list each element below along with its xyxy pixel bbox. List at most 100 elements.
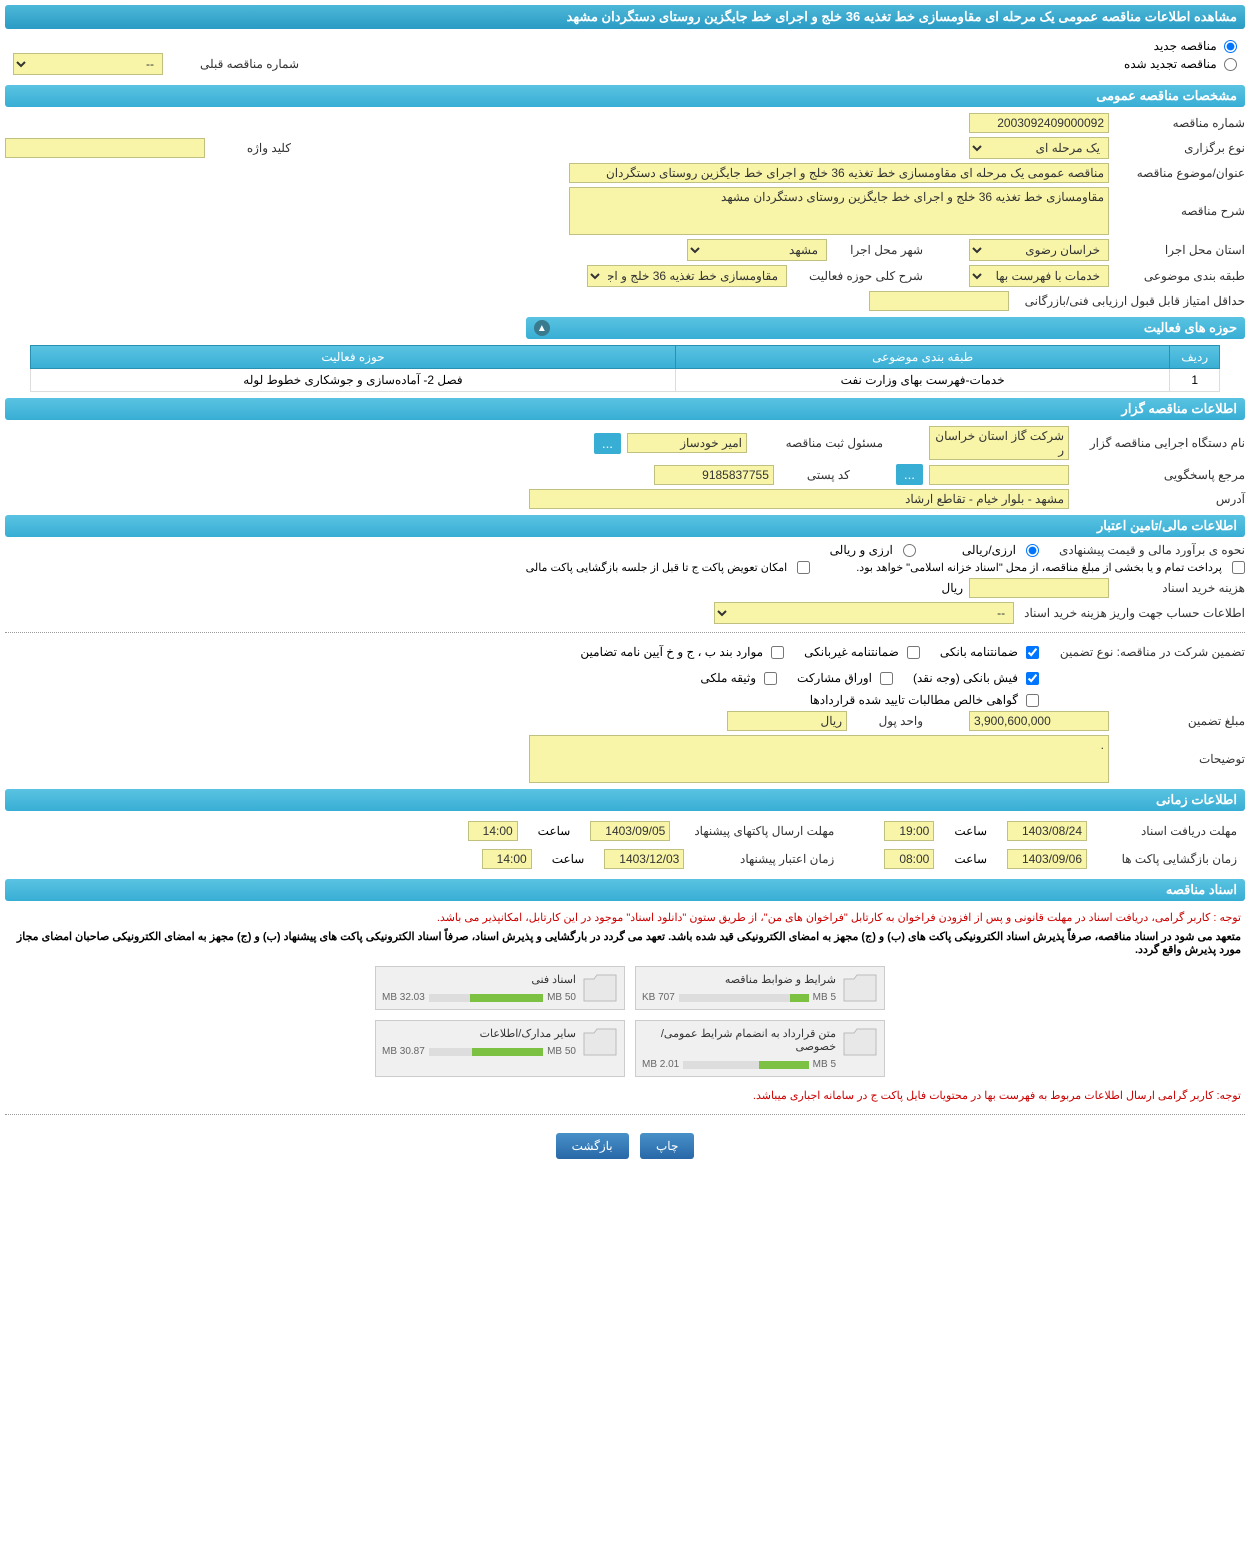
file-title: شرایط و ضوابط مناقصه [642, 973, 836, 986]
contact-field[interactable] [929, 465, 1069, 485]
rial-radio[interactable] [1026, 544, 1039, 557]
back-button[interactable]: بازگشت [556, 1133, 629, 1159]
address-field: مشهد - بلوار خیام - تقاطع ارشاد [529, 489, 1069, 509]
print-button[interactable]: چاپ [640, 1133, 694, 1159]
doc-cost-label: هزینه خرید اسناد [1115, 581, 1245, 595]
divider-bottom [5, 1114, 1245, 1115]
file-grid: شرایط و ضوابط مناقصه 5 MB707 KB اسناد فن… [365, 966, 885, 1077]
doc-cost-unit: ریال [941, 581, 963, 595]
both-label: ارزی و ریالی [830, 543, 893, 557]
net-claims-checkbox[interactable] [1026, 694, 1039, 707]
send-deadline-label: مهلت ارسال پاکتهای پیشنهاد [690, 824, 834, 838]
notice-1: توجه : کاربر گرامی، دریافت اسناد در مهلت… [5, 907, 1245, 928]
responsible-field: امیر خودساز [627, 433, 747, 453]
doc-cost-field[interactable] [969, 578, 1109, 598]
exchange-checkbox[interactable] [797, 561, 810, 574]
payment-note: پرداخت تمام و یا بخشی از مبلغ مناقصه، از… [856, 561, 1222, 574]
province-select[interactable]: خراسان رضوی [969, 239, 1109, 261]
file-box[interactable]: متن قرارداد به انضمام شرایط عمومی/خصوصی … [635, 1020, 885, 1077]
prev-number-label: شماره مناقصه قبلی [169, 57, 299, 71]
send-deadline-date: 1403/09/05 [590, 821, 670, 841]
guarantee-type-label: تضمین شرکت در مناقصه: نوع تضمین [1045, 645, 1245, 659]
notice-2: متعهد می شود در اسناد مناقصه، صرفاً پذیر… [5, 928, 1245, 958]
section-documents: اسناد مناقصه [5, 879, 1245, 901]
tender-number-label: شماره مناقصه [1115, 116, 1245, 130]
time-label-3: ساعت [954, 852, 987, 866]
doc-receive-label: مهلت دریافت اسناد [1107, 824, 1237, 838]
city-select[interactable]: مشهد [687, 239, 827, 261]
guarantee-checkboxes: ضمانتنامه بانکی ضمانتنامه غیربانکی موارد… [580, 641, 1039, 663]
folder-icon [842, 973, 878, 1003]
time-label-1: ساعت [954, 824, 987, 838]
folder-icon [582, 1027, 618, 1057]
currency-unit-field: ریال [727, 711, 847, 731]
tender-type-group: مناقصه جدید مناقصه تجدید شده شماره مناقص… [5, 35, 1245, 79]
type-select[interactable]: یک مرحله ای [969, 137, 1109, 159]
property-checkbox[interactable] [764, 672, 777, 685]
scope-label: شرح کلی حوزه فعالیت [793, 269, 923, 283]
contact-lookup-button[interactable]: ... [896, 464, 923, 485]
min-score-field[interactable] [869, 291, 1009, 311]
exchange-note: امکان تعویض پاکت ج تا قبل از جلسه بازگشا… [526, 561, 788, 574]
open-label: زمان بازگشایی پاکت ها [1107, 852, 1237, 866]
nonbank-guarantee-checkbox[interactable] [907, 646, 920, 659]
section-activities: حوزه های فعالیت ▲ [526, 317, 1245, 339]
section-financial: اطلاعات مالی/تامین اعتبار [5, 515, 1245, 537]
validity-label: زمان اعتبار پیشنهاد [704, 852, 834, 866]
title-label: عنوان/موضوع مناقصه [1115, 166, 1245, 180]
file-title: اسناد فنی [382, 973, 576, 986]
file-box[interactable]: شرایط و ضوابط مناقصه 5 MB707 KB [635, 966, 885, 1010]
securities-checkbox[interactable] [880, 672, 893, 685]
keyword-field[interactable] [5, 138, 205, 158]
col-row: ردیف [1170, 346, 1220, 369]
postal-field: 9185837755 [654, 465, 774, 485]
validity-time: 14:00 [482, 849, 532, 869]
time-label-2: ساعت [538, 824, 571, 838]
section-organizer: اطلاعات مناقصه گزار [5, 398, 1245, 420]
file-box[interactable]: سایر مدارک/اطلاعات 50 MB30.87 MB [375, 1020, 625, 1077]
desc-label: شرح مناقصه [1115, 204, 1245, 218]
type-label: نوع برگزاری [1115, 141, 1245, 155]
doc-receive-time: 19:00 [884, 821, 934, 841]
section-general: مشخصات مناقصه عمومی [5, 85, 1245, 107]
prev-number-select[interactable]: -- [13, 53, 163, 75]
rial-label: ارزی/ریالی [962, 543, 1016, 557]
open-date: 1403/09/06 [1007, 849, 1087, 869]
postal-label: کد پستی [780, 468, 850, 482]
category-select[interactable]: خدمات با فهرست بها [969, 265, 1109, 287]
category-label: طبقه بندی موضوعی [1115, 269, 1245, 283]
col-scope: حوزه فعالیت [30, 346, 675, 369]
contact-label: مرجع پاسخگویی [1075, 468, 1245, 482]
folder-icon [842, 1027, 878, 1057]
account-select[interactable]: -- [714, 602, 1014, 624]
doc-receive-date: 1403/08/24 [1007, 821, 1087, 841]
estimate-label: نحوه ی برآورد مالی و قیمت پیشنهادی [1045, 543, 1245, 557]
currency-unit-label: واحد پول [853, 714, 923, 728]
file-title: سایر مدارک/اطلاعات [382, 1027, 576, 1040]
title-field: مناقصه عمومی یک مرحله ای مقاومسازی خط تغ… [569, 163, 1109, 183]
validity-date: 1403/12/03 [604, 849, 684, 869]
payment-checkbox[interactable] [1232, 561, 1245, 574]
org-name-label: نام دستگاه اجرایی مناقصه گزار [1075, 436, 1245, 450]
page-title: مشاهده اطلاعات مناقصه عمومی یک مرحله ای … [5, 5, 1245, 29]
renewed-tender-radio[interactable] [1224, 58, 1237, 71]
file-box[interactable]: اسناد فنی 50 MB32.03 MB [375, 966, 625, 1010]
collapse-icon[interactable]: ▲ [534, 320, 550, 336]
table-row: 1 خدمات-فهرست بهای وزارت نفت فصل 2- آماد… [30, 369, 1219, 392]
bank-guarantee-checkbox[interactable] [1026, 646, 1039, 659]
bank-receipt-checkbox[interactable] [1026, 672, 1039, 685]
min-score-label: حداقل امتیاز قابل قبول ارزیابی فنی/بازرگ… [1015, 294, 1245, 308]
both-radio[interactable] [903, 544, 916, 557]
bylaw-checkbox[interactable] [771, 646, 784, 659]
send-deadline-time: 14:00 [468, 821, 518, 841]
province-label: استان محل اجرا [1115, 243, 1245, 257]
notes-field[interactable]: . [529, 735, 1109, 783]
time-label-4: ساعت [552, 852, 585, 866]
scope-select[interactable]: مقاومسازی خط تغذیه 36 خلج و اجرای خط جای… [587, 265, 787, 287]
folder-icon [582, 973, 618, 1003]
new-tender-radio[interactable] [1224, 40, 1237, 53]
file-title: متن قرارداد به انضمام شرایط عمومی/خصوصی [642, 1027, 836, 1053]
lookup-button[interactable]: ... [594, 433, 621, 454]
col-category: طبقه بندی موضوعی [676, 346, 1170, 369]
divider [5, 632, 1245, 633]
